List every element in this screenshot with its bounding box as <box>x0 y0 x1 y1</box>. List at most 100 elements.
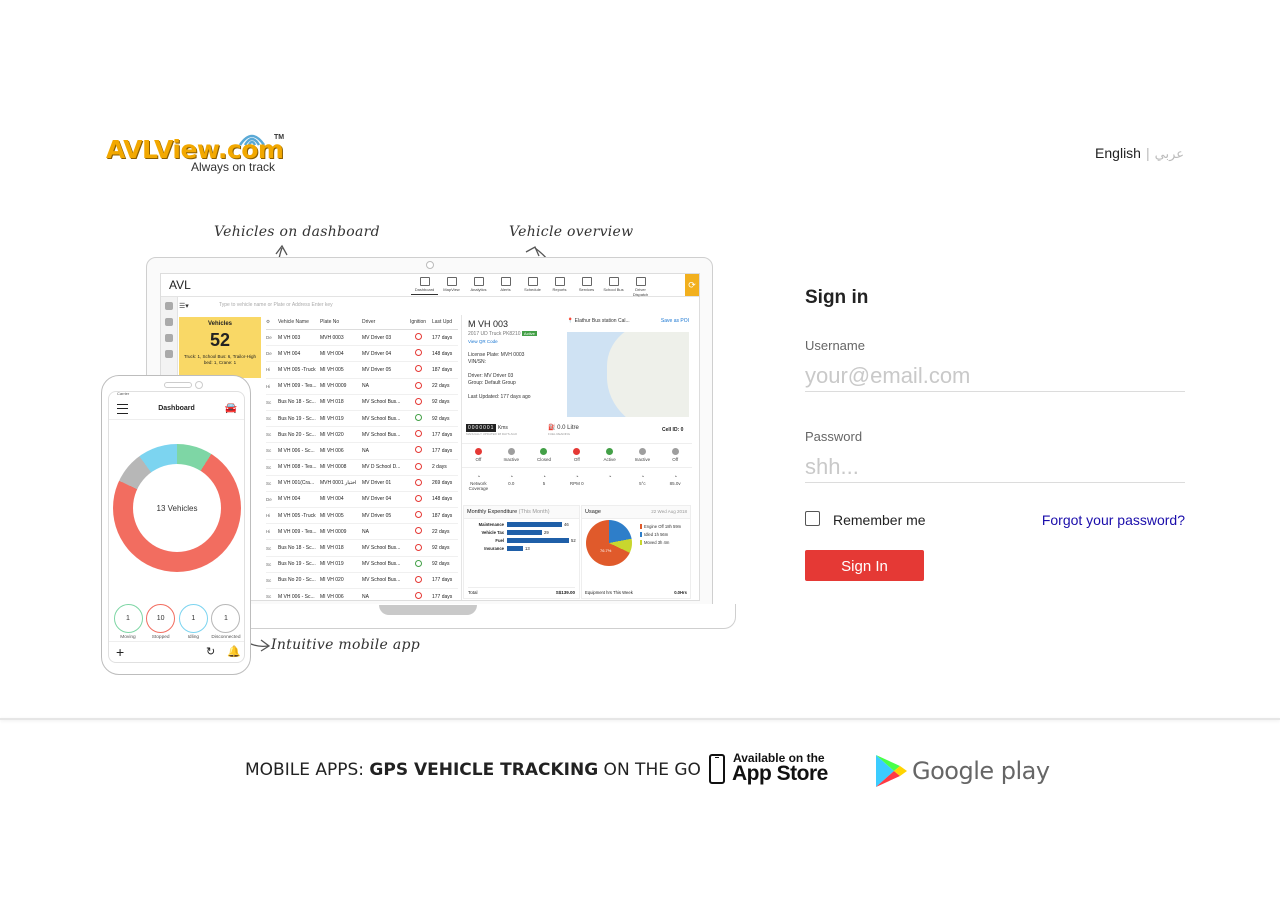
last-updated: 187 days <box>432 366 453 373</box>
ignition-power-icon <box>404 511 432 520</box>
table-header-cell: Driver <box>362 319 376 325</box>
nav-icon <box>500 277 511 286</box>
annotation-dashboard: Vehicles on dashboard <box>214 224 380 240</box>
hamburger-menu-icon <box>117 404 128 414</box>
overview-subtitle: 2017 UD Truck PK8210 Active <box>468 331 537 337</box>
status-indicator: Off <box>659 448 692 462</box>
plate-no: MI VH 004 <box>320 350 344 357</box>
phone-footer: + ↻ 🔔 <box>109 641 244 662</box>
google-play-badge[interactable]: Google play <box>874 752 1050 790</box>
metric-item: ◔ 5 <box>528 474 561 491</box>
metric-label: 5 <box>542 481 546 486</box>
refresh-icon: ↻ <box>206 646 216 658</box>
driver-name: NA <box>362 528 369 535</box>
screen-nav-label: Reports <box>552 287 567 292</box>
screen-nav-item: School Bus <box>600 276 627 294</box>
last-updated: 269 days <box>432 480 453 487</box>
status-indicator: Active <box>593 448 626 462</box>
vehicle-overview-panel: M VH 003 2017 UD Truck PK8210 Active Vie… <box>461 315 692 600</box>
screen-topbar: AVL Dashboard MapView Analytics Alerts Sched… <box>161 274 699 297</box>
driver-name: MV School Bus... <box>362 431 401 438</box>
plate-no: MI VH 020 <box>320 577 344 584</box>
vehicle-name: M VH 006 - Sc... <box>278 447 315 454</box>
language-arabic-link[interactable]: عربي <box>1154 146 1184 161</box>
plate-no: MI VH 019 <box>320 561 344 568</box>
overview-fuel: ⛽ 0.0 Litre FUEL READING <box>548 425 579 436</box>
driver-name: MV School Bus... <box>362 399 401 406</box>
vehicle-name: Bus No 19 - Sc... <box>278 415 316 422</box>
metric-icon: ◔ <box>607 474 612 481</box>
metric-item: ◔ 0.0 <box>495 474 528 491</box>
last-updated: 22 days <box>432 528 450 535</box>
vehicle-type-tag: Hi <box>266 367 271 373</box>
usage-widget: Usage 22 Wed Aug 2018 76.7% Engine Off 18… <box>581 505 691 599</box>
vehicle-type-tag: Sc <box>266 448 272 454</box>
screen-nav: Dashboard MapView Analytics Alerts Schedule R… <box>411 276 654 297</box>
sign-in-button[interactable]: Sign In <box>805 550 924 581</box>
vehicle-name: M VH 009 - Tes... <box>278 528 317 535</box>
car-icon: 🚘 <box>224 403 237 414</box>
signin-title: Sign in <box>805 287 869 308</box>
plus-icon: + <box>116 644 125 660</box>
overview-status-badge: Active <box>521 331 537 336</box>
logo-tagline: Always on track <box>191 160 276 174</box>
phone-donut-chart: 13 Vehicles <box>113 444 241 572</box>
usage-pie: 76.7% <box>586 520 632 566</box>
vehicle-name: M VH 004 <box>278 350 301 357</box>
avlview-logo[interactable]: AVLView.com TM Always on track <box>106 125 296 175</box>
ignition-power-icon <box>404 333 432 342</box>
screen-nav-label: Services <box>578 287 595 292</box>
plate-no: MI VH 006 <box>320 593 344 600</box>
nav-icon <box>473 277 484 286</box>
status-icon <box>606 448 614 455</box>
screen-nav-label: MapView <box>443 287 460 292</box>
phone-stat-value: 10 <box>146 604 176 633</box>
table-row: Hi M VH 005 -Truck MI VH 005 MV Driver 05 18… <box>266 362 458 379</box>
table-row: De M VH 004 MI VH 004 MV Driver 04 148 days <box>266 492 458 509</box>
expenditure-bar-value: 46 <box>564 522 569 527</box>
vehicle-type-tag: Sc <box>266 480 272 486</box>
logo-wordmark: AVLView.com <box>106 135 284 164</box>
forgot-password-link[interactable]: Forgot your password? <box>1041 512 1185 528</box>
expenditure-bar-label: Fuel <box>495 538 504 543</box>
overview-info-line: Group: Default Group <box>468 380 516 386</box>
screen-nav-label: School Bus <box>603 287 624 292</box>
table-row: Hi M VH 009 - Tes... MI VH 0009 NA 22 days <box>266 379 458 395</box>
status-icon <box>638 448 646 455</box>
laptop-notch <box>379 605 477 615</box>
ignition-power-icon <box>404 365 432 374</box>
vehicle-name: Bus No 18 - Sc... <box>278 545 316 552</box>
usage-legend-item: Engine Off 18h 59m <box>640 524 681 529</box>
nav-icon <box>527 277 538 286</box>
remember-me-label[interactable]: Remember me <box>833 512 926 528</box>
vehicle-name: Bus No 20 - Sc... <box>278 577 316 584</box>
plate-no: MVH 0001 اختبار <box>320 480 357 487</box>
overview-cell-id: Cell ID: 0 <box>662 427 684 433</box>
table-header-cell: Vehicle Name <box>278 319 309 325</box>
last-updated: 177 days <box>432 593 453 600</box>
phone-illustration: Carrier Dashboard 🚘 13 Vehicles 1 Moving 1… <box>101 375 251 675</box>
phone-stat: 1 Moving <box>112 604 144 640</box>
overview-qr-link: View QR Code <box>468 339 498 344</box>
username-input[interactable] <box>805 361 1185 392</box>
driver-name: NA <box>362 447 369 454</box>
status-label: Closed <box>536 457 551 462</box>
table-row: Sc M VH 008 - Tes... MI VH 0008 MV D School… <box>266 460 458 476</box>
plate-no: MI VH 0009 <box>320 528 347 535</box>
vehicle-name: M VH 004 <box>278 496 301 503</box>
table-header-cell: Last Upd <box>432 319 453 325</box>
password-input[interactable] <box>805 452 1185 483</box>
nav-icon <box>581 277 592 286</box>
expenditure-bar-value: 13 <box>525 546 530 551</box>
expenditure-bar <box>507 538 569 543</box>
remember-me-checkbox[interactable] <box>805 511 820 526</box>
vehicle-name: M VH 001(Cra... <box>278 480 315 487</box>
status-label: Inactive <box>634 457 651 462</box>
metric-icon: ◔ <box>509 474 514 481</box>
overview-info-line: Last Updated: 177 days ago <box>468 394 531 400</box>
vehicle-name: M VH 009 - Tes... <box>278 383 317 390</box>
vehicle-type-tag: De <box>266 351 272 357</box>
screen-nav-item: Services <box>573 276 600 294</box>
app-store-badge[interactable]: Available on the App Store <box>707 751 832 790</box>
language-english-link[interactable]: English <box>1095 145 1141 161</box>
